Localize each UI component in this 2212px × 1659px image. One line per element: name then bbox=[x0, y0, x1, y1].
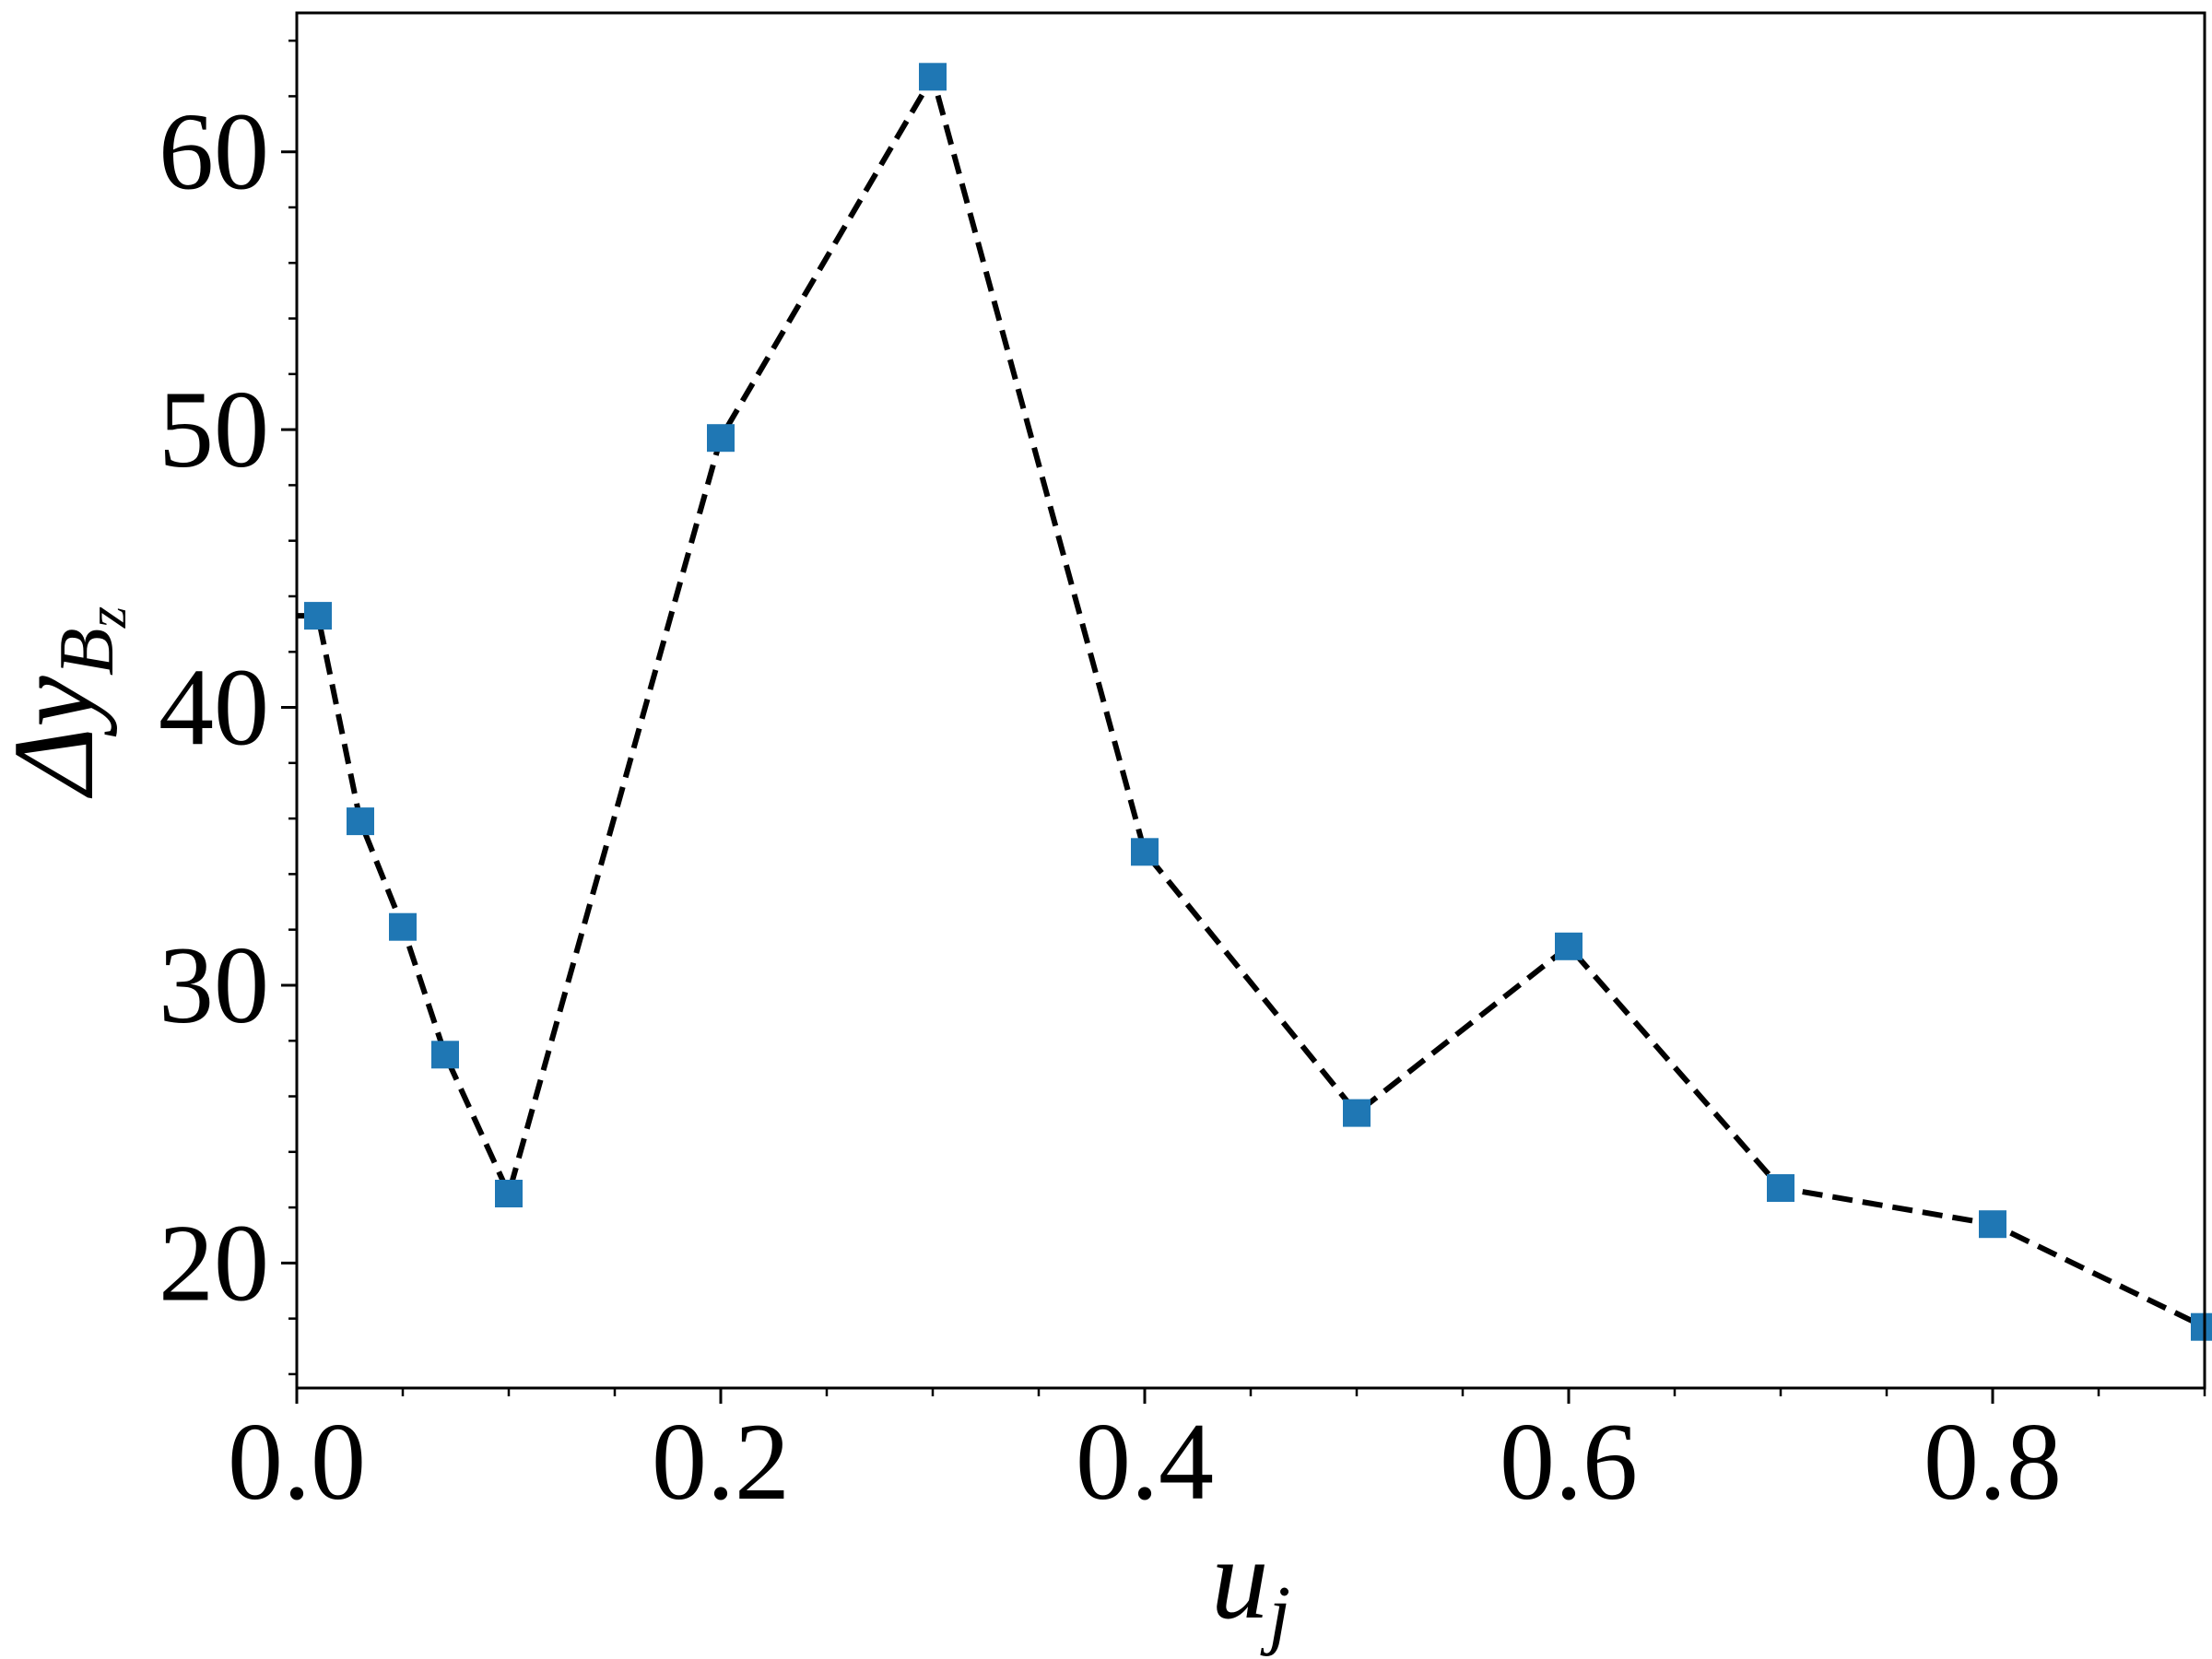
data-point bbox=[431, 1041, 459, 1069]
data-point bbox=[1131, 838, 1159, 866]
plot-frame bbox=[295, 11, 2206, 1390]
minor-ticks bbox=[288, 39, 2206, 1396]
y-tick-label: 50 bbox=[159, 368, 269, 490]
data-point bbox=[389, 912, 417, 941]
x-tick-label: 0.2 bbox=[652, 1400, 790, 1523]
x-tick-label: 0.8 bbox=[1924, 1400, 2062, 1523]
x-tick-label: 0.6 bbox=[1500, 1400, 1638, 1523]
y-axis-label-sub: B bbox=[43, 628, 130, 676]
y-axis-label-main: Δy bbox=[0, 676, 118, 799]
x-tick-label: 0.4 bbox=[1076, 1400, 1214, 1523]
y-axis-label-subsub: z bbox=[76, 606, 137, 629]
data-point bbox=[304, 602, 332, 630]
data-point bbox=[495, 1180, 523, 1207]
tick-labels: 0.0 0.2 0.4 0.6 0.8 20 30 40 50 60 bbox=[159, 90, 2062, 1523]
data-point bbox=[919, 63, 947, 91]
y-tick-label: 60 bbox=[159, 90, 269, 213]
y-tick-label: 30 bbox=[159, 924, 269, 1046]
series-line bbox=[297, 74, 2206, 1330]
data-point bbox=[1343, 1099, 1371, 1127]
data-point bbox=[1555, 932, 1583, 960]
y-axis-label: ΔyBz bbox=[0, 606, 137, 799]
x-tick-label: 0.0 bbox=[228, 1400, 366, 1523]
data-point bbox=[1979, 1210, 2006, 1239]
x-axis-label-main: u bbox=[1211, 1516, 1269, 1643]
x-axis-label: uj bbox=[1211, 1516, 1290, 1657]
data-point bbox=[707, 424, 735, 453]
series-layer bbox=[297, 63, 2212, 1341]
data-point bbox=[1767, 1174, 1794, 1202]
y-tick-label: 40 bbox=[159, 646, 269, 769]
major-ticks bbox=[281, 150, 1994, 1404]
data-point bbox=[347, 807, 374, 836]
data-point bbox=[2191, 1312, 2212, 1341]
y-tick-label: 20 bbox=[159, 1201, 269, 1324]
